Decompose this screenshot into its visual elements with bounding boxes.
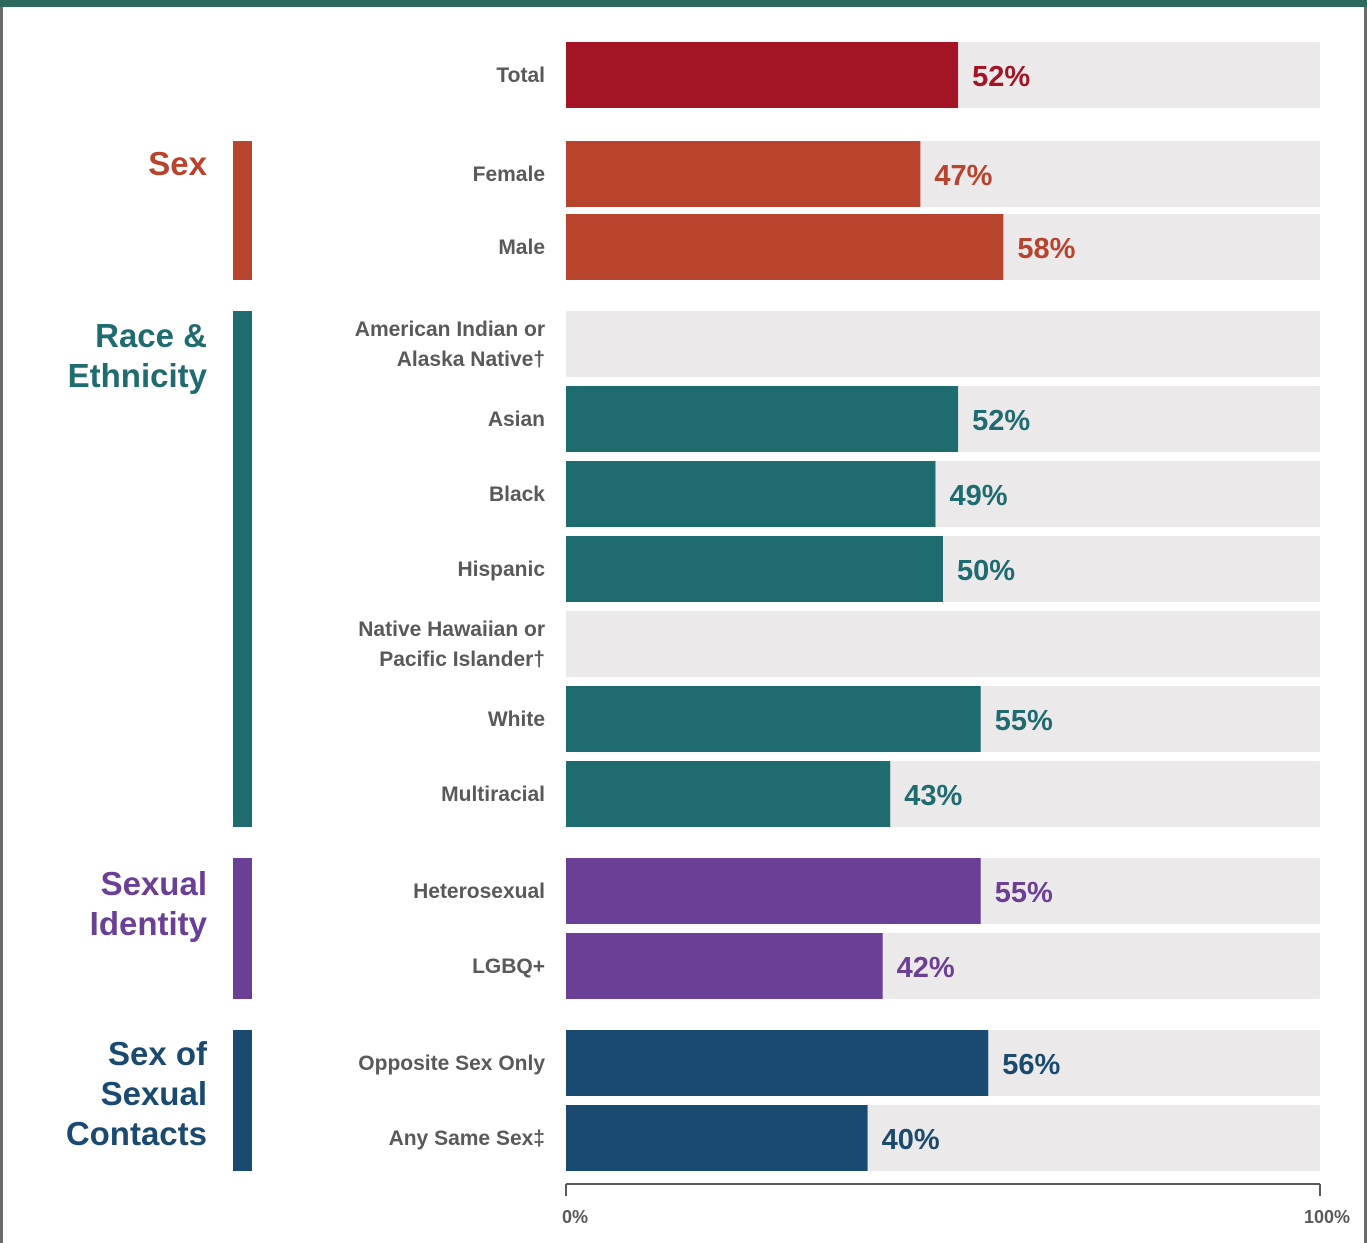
row-label: Female bbox=[473, 163, 545, 186]
category-bar-race bbox=[233, 311, 252, 827]
category-bar-identity bbox=[233, 858, 252, 999]
x-tick-label: 0% bbox=[562, 1207, 588, 1227]
row-label: Any Same Sex‡ bbox=[389, 1127, 545, 1150]
row-label: LGBQ+ bbox=[472, 955, 545, 978]
value-label: 55% bbox=[995, 705, 1053, 737]
row-label: White bbox=[488, 708, 545, 731]
bar bbox=[566, 141, 921, 207]
row-label: Asian bbox=[488, 408, 545, 431]
bar bbox=[566, 386, 959, 452]
category-label-identity: Sexual Identity bbox=[90, 865, 208, 942]
top-accent-bar bbox=[0, 0, 1367, 7]
value-label: 43% bbox=[904, 780, 962, 812]
row-label: Native Hawaiian or Pacific Islander† bbox=[358, 618, 545, 671]
bar bbox=[566, 858, 981, 924]
value-label: 55% bbox=[995, 877, 1053, 909]
value-label: 52% bbox=[972, 405, 1030, 437]
value-label: 52% bbox=[972, 61, 1030, 93]
value-label: 56% bbox=[1002, 1049, 1060, 1081]
bar-track bbox=[566, 311, 1320, 377]
bar bbox=[566, 461, 936, 527]
bar-track bbox=[566, 611, 1320, 677]
bar bbox=[566, 933, 883, 999]
x-tick-label: 100% bbox=[1304, 1207, 1350, 1227]
bar bbox=[566, 761, 891, 827]
category-bar-sex bbox=[233, 141, 252, 280]
row-label: Hispanic bbox=[457, 558, 545, 581]
row-label: Heterosexual bbox=[413, 880, 545, 903]
bar bbox=[566, 686, 981, 752]
value-label: 49% bbox=[949, 480, 1007, 512]
bar bbox=[566, 1105, 868, 1171]
row-label: Opposite Sex Only bbox=[358, 1052, 545, 1075]
bar bbox=[566, 214, 1004, 280]
value-label: 40% bbox=[882, 1124, 940, 1156]
row-label: Total bbox=[496, 64, 545, 87]
value-label: 42% bbox=[897, 952, 955, 984]
value-label: 50% bbox=[957, 555, 1015, 587]
row-label: Male bbox=[498, 236, 545, 259]
row-label: Black bbox=[489, 483, 545, 506]
row-label: American Indian or Alaska Native† bbox=[355, 318, 545, 371]
bar bbox=[566, 536, 943, 602]
value-label: 58% bbox=[1017, 233, 1075, 265]
row-label: Multiracial bbox=[441, 783, 545, 806]
category-label-sex: Sex bbox=[148, 145, 207, 182]
bar bbox=[566, 42, 959, 108]
value-label: 47% bbox=[934, 160, 992, 192]
bar bbox=[566, 1030, 989, 1096]
category-bar-contacts bbox=[233, 1030, 252, 1171]
category-label-race: Race & Ethnicity bbox=[68, 317, 208, 394]
category-label-contacts: Sex of Sexual Contacts bbox=[66, 1035, 208, 1152]
